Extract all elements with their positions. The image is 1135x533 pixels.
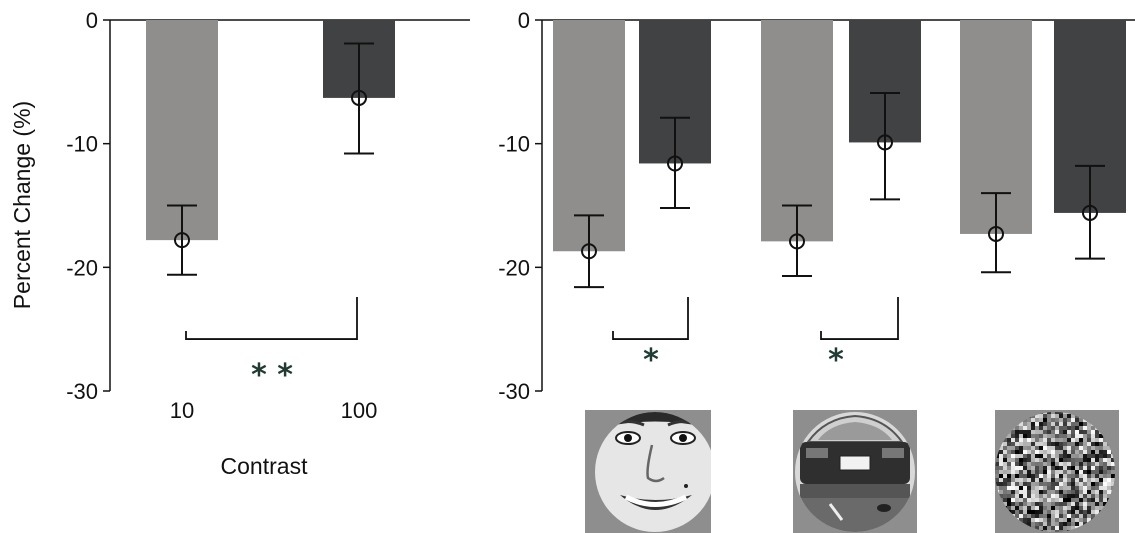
- right-mean-marker: [789, 233, 805, 250]
- left-x-tick-label: 10: [170, 398, 194, 423]
- right-panel: 0 -10 -20 -30 * *: [498, 8, 1135, 404]
- right-y-tick-label: -30: [498, 379, 530, 404]
- left-bar-10-light: [146, 20, 218, 241]
- right-mean-marker: [1082, 204, 1098, 221]
- left-x-axis-title: Contrast: [221, 453, 309, 479]
- right-mean-marker: [877, 134, 893, 151]
- face-image-icon: [585, 410, 711, 533]
- right-mean-marker: [667, 155, 683, 172]
- right-mean-marker: [988, 225, 1004, 242]
- car-image-icon: [793, 410, 917, 533]
- right-y-tick-label: -20: [498, 255, 530, 280]
- left-panel: 0 -10 -20 -30 * * 10 100 Contrast Percent Change…: [9, 8, 470, 479]
- left-y-tick-label: -10: [66, 132, 98, 157]
- right-bar-face-light: [553, 20, 625, 252]
- left-y-tick-label: 0: [86, 8, 98, 33]
- right-significance-bracket: [820, 297, 899, 340]
- right-mean-marker: [581, 243, 597, 260]
- right-y-tick-label: 0: [518, 8, 530, 33]
- right-significance-label: *: [643, 343, 659, 378]
- left-x-tick-label: 100: [341, 398, 378, 423]
- right-significance-label: *: [828, 343, 844, 378]
- left-y-axis-title: Percent Change (%): [9, 101, 35, 309]
- left-mean-marker: [351, 89, 367, 106]
- right-bar-car-light: [761, 20, 833, 242]
- noise-image-icon: [995, 410, 1119, 533]
- left-y-tick-label: -20: [66, 255, 98, 280]
- right-y-tick-label: -10: [498, 132, 530, 157]
- left-significance-bracket: [185, 297, 358, 340]
- right-significance-bracket: [612, 297, 689, 340]
- left-significance-label: * *: [251, 358, 293, 393]
- left-mean-marker: [174, 232, 190, 249]
- left-y-tick-label: -30: [66, 379, 98, 404]
